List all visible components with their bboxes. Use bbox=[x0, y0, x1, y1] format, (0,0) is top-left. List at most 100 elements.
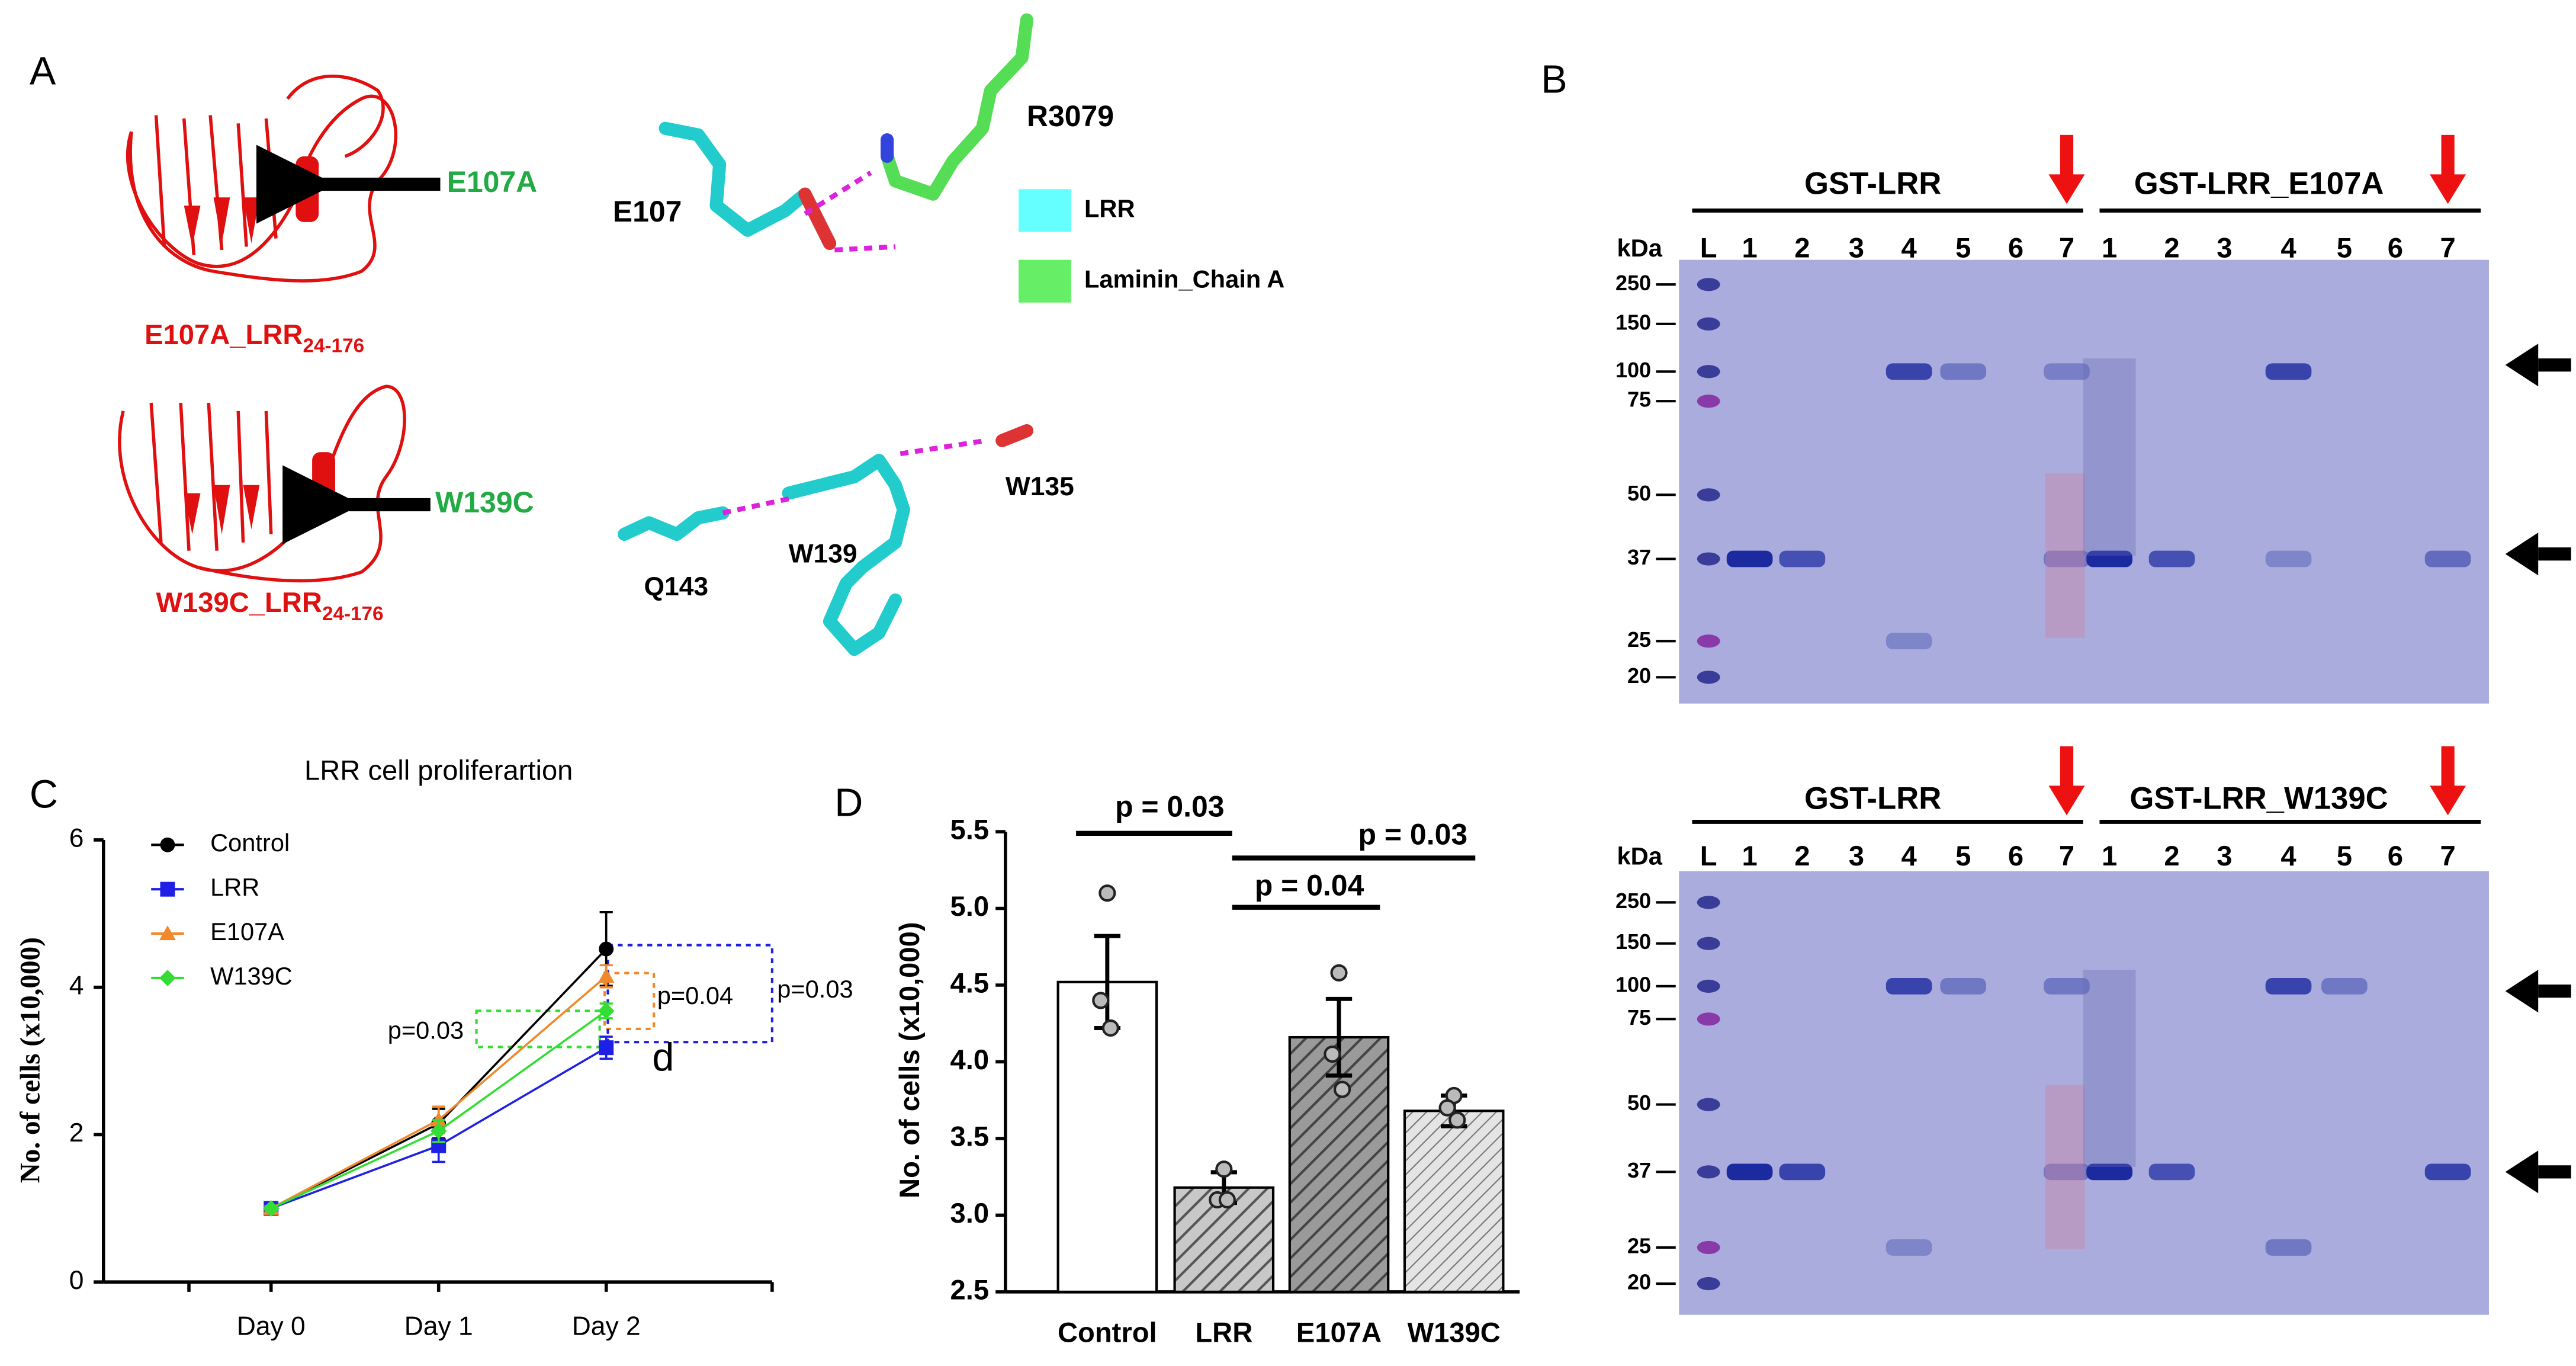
band bbox=[2321, 977, 2368, 995]
lane-label: 3 bbox=[1849, 840, 1864, 871]
gel bbox=[1679, 871, 2489, 1315]
construct-name: E107A_LRR bbox=[144, 319, 303, 350]
marker-label: 250 bbox=[1615, 889, 1651, 913]
gel-group-label: GST-LRR bbox=[1804, 781, 1941, 816]
hbond bbox=[804, 171, 872, 216]
y-tick-label: 2 bbox=[69, 1118, 84, 1147]
error-bar bbox=[1325, 996, 1353, 1078]
ladder-band bbox=[1697, 395, 1720, 408]
marker-label: 150 bbox=[1615, 929, 1651, 954]
band bbox=[1886, 1239, 1932, 1256]
band bbox=[1726, 1163, 1773, 1181]
black-arrow bbox=[2538, 358, 2571, 372]
legend-label: W139C bbox=[210, 962, 293, 990]
lane-label: 6 bbox=[2008, 840, 2023, 871]
band bbox=[2424, 550, 2471, 567]
legend-marker bbox=[159, 970, 176, 986]
band bbox=[2424, 1163, 2471, 1181]
y-tick-label: 3.0 bbox=[950, 1197, 990, 1229]
y-tick-label: 4 bbox=[69, 971, 84, 1000]
red-arrow bbox=[2430, 785, 2466, 816]
stick-model bbox=[618, 13, 1033, 656]
gel-group-label: GST-LRR_E107A bbox=[2134, 166, 2384, 201]
hbond bbox=[834, 244, 896, 253]
black-arrow bbox=[2505, 344, 2539, 387]
red-arrow bbox=[2048, 174, 2085, 204]
red-arrow bbox=[2048, 785, 2085, 816]
panel-label: C bbox=[30, 772, 58, 816]
x-tick-label: Day 0 bbox=[237, 1312, 306, 1341]
red-arrow bbox=[2060, 746, 2074, 789]
chart-title: LRR cell proliferartion bbox=[304, 755, 573, 786]
ladder-band bbox=[1697, 1098, 1720, 1111]
x-tick-label: Control bbox=[1058, 1316, 1157, 1348]
x-tick-label: LRR bbox=[1195, 1316, 1252, 1348]
annotation: p=0.03 bbox=[388, 1017, 464, 1044]
comparison-label: p = 0.03 bbox=[1115, 790, 1225, 823]
residue-label: Q143 bbox=[644, 572, 709, 601]
construct-label: E107A_LRR24-176 bbox=[144, 319, 364, 357]
black-arrow bbox=[2538, 547, 2571, 561]
marker-label: 250 bbox=[1615, 271, 1651, 295]
legend-marker bbox=[160, 837, 175, 852]
lane-label: 5 bbox=[1955, 840, 1971, 871]
band bbox=[2044, 1163, 2090, 1181]
annotation-box bbox=[475, 1009, 601, 1048]
band bbox=[1886, 633, 1932, 650]
mutation-label: W139C bbox=[435, 486, 534, 519]
ladder-band bbox=[1697, 488, 1720, 502]
lane-label: 2 bbox=[2164, 232, 2179, 263]
band bbox=[2044, 550, 2090, 567]
legend-marker bbox=[160, 881, 175, 897]
residue-label: W139 bbox=[789, 540, 857, 569]
data-point bbox=[1324, 1045, 1341, 1063]
panel-label: A bbox=[30, 50, 56, 94]
marker-label: 75 bbox=[1627, 1005, 1651, 1030]
black-arrow bbox=[2505, 970, 2539, 1013]
data-point bbox=[1438, 1099, 1456, 1117]
band bbox=[2265, 550, 2312, 567]
marker-label: 100 bbox=[1615, 358, 1651, 382]
data-point bbox=[1218, 1191, 1236, 1209]
y-tick-label: 6 bbox=[69, 824, 84, 853]
smear bbox=[2045, 1085, 2085, 1249]
data-point bbox=[1330, 964, 1348, 982]
ladder-band bbox=[1697, 552, 1720, 566]
band bbox=[2265, 1239, 2312, 1256]
lane-label: 2 bbox=[2164, 840, 2179, 871]
band bbox=[1886, 363, 1932, 380]
ladder-band bbox=[1697, 317, 1720, 331]
lane-label: 4 bbox=[1902, 840, 1917, 871]
band bbox=[2086, 1163, 2132, 1181]
hbond bbox=[900, 438, 987, 457]
legend-label: Laminin_Chain A bbox=[1084, 265, 1284, 293]
red-arrow bbox=[2441, 746, 2455, 789]
marker-label: 150 bbox=[1615, 310, 1651, 334]
charts: C LRR cell proliferartion No. of cells (x1… bbox=[15, 755, 1520, 1348]
band bbox=[2265, 363, 2312, 380]
black-arrow bbox=[2538, 985, 2571, 998]
lane-label: 5 bbox=[2337, 840, 2352, 871]
marker-label: 25 bbox=[1627, 1233, 1651, 1258]
lane-label: 4 bbox=[2281, 232, 2296, 263]
band bbox=[1886, 977, 1932, 995]
construct-subscript: 24-176 bbox=[303, 335, 364, 357]
legend-swatch bbox=[1019, 189, 1071, 232]
lane-label: 6 bbox=[2388, 840, 2403, 871]
lane-label: 2 bbox=[1794, 840, 1810, 871]
lane-label: 1 bbox=[1742, 840, 1757, 871]
annotation-box bbox=[603, 971, 656, 1031]
band bbox=[2265, 977, 2312, 995]
y-tick-label: 5.5 bbox=[950, 814, 990, 845]
data-point bbox=[599, 1040, 614, 1056]
gel bbox=[1679, 259, 2489, 704]
lane-label: 4 bbox=[1902, 232, 1917, 263]
construct-label: W139C_LRR24-176 bbox=[156, 587, 384, 625]
construct-name: W139C_LRR bbox=[156, 587, 322, 618]
ladder-band bbox=[1697, 634, 1720, 648]
gel-group-label: GST-LRR bbox=[1804, 166, 1941, 201]
lane-label: L bbox=[1700, 232, 1717, 263]
